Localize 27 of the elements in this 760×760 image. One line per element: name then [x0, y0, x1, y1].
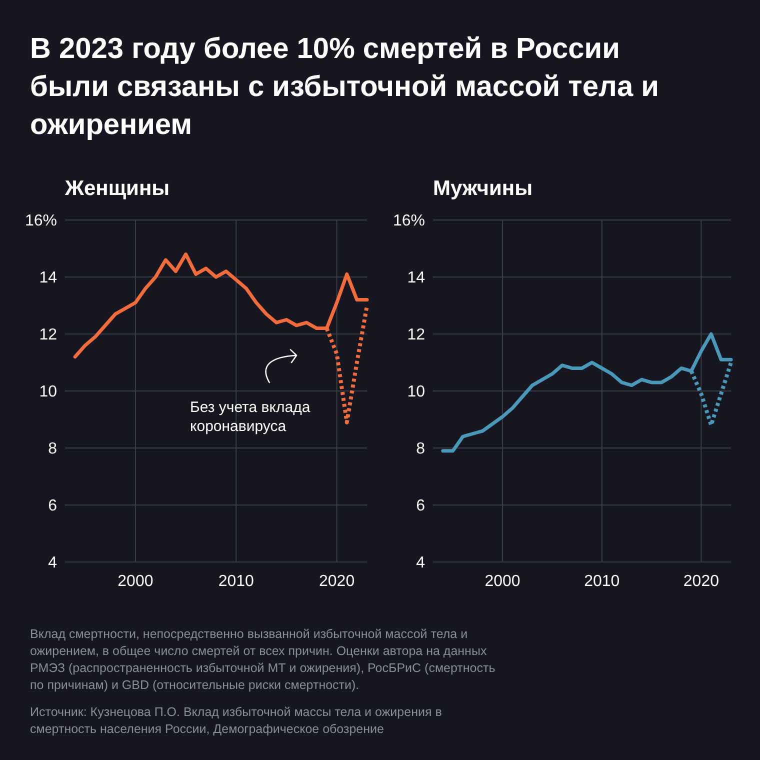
y-tick-label: 6: [416, 498, 426, 515]
y-tick-label: 4: [416, 554, 426, 572]
text: Вклад смертности, непосредственно вызванной избыточной массой тела и ожирением, в общее число смертей от всех причин. Оценки автора на данных РМЭЗ (распространенность избыточной МТ и ожирения), РосБРиС (смертность по причинам) и GBD (относительные риски смертности).: [30, 627, 496, 692]
y-tick-label: 10: [407, 384, 426, 401]
y-tick-label: 14: [39, 270, 58, 287]
y-tick-label: 8: [48, 440, 58, 458]
y-tick-label: 12: [39, 326, 58, 344]
x-tick-label: 2000: [484, 573, 520, 590]
y-tick-label: 14: [407, 270, 426, 287]
y-tick-label: 16%: [24, 212, 57, 230]
annotation: Без учета вклада коронавируса: [190, 399, 311, 435]
x-tick-label: 2000: [118, 573, 154, 590]
x-tick-label: 2020: [319, 573, 355, 590]
x-tick-label: 2010: [218, 573, 254, 590]
chart-title: В 2023 году более 10% смертей в России были связаны с избыточной массой тела и ожирением: [30, 33, 659, 141]
y-tick-label: 4: [48, 554, 58, 572]
y-tick-label: 8: [416, 440, 426, 458]
chart-subtitle: Мужчины: [433, 177, 533, 200]
line-series: [441, 332, 733, 453]
x-tick-label: 2020: [683, 573, 720, 590]
chart-subtitle: Женщины: [64, 177, 170, 200]
y-tick-label: 16%: [392, 212, 425, 230]
y-tick-label: 12: [407, 326, 426, 344]
text: Источник: Кузнецова П.О. Вклад избыточной массы тела и ожирения в смертность населения России, Демографическое обозрение: [30, 705, 442, 736]
x-tick-label: 2010: [584, 573, 620, 590]
y-tick-label: 6: [48, 498, 58, 515]
y-tick-label: 10: [39, 384, 58, 401]
